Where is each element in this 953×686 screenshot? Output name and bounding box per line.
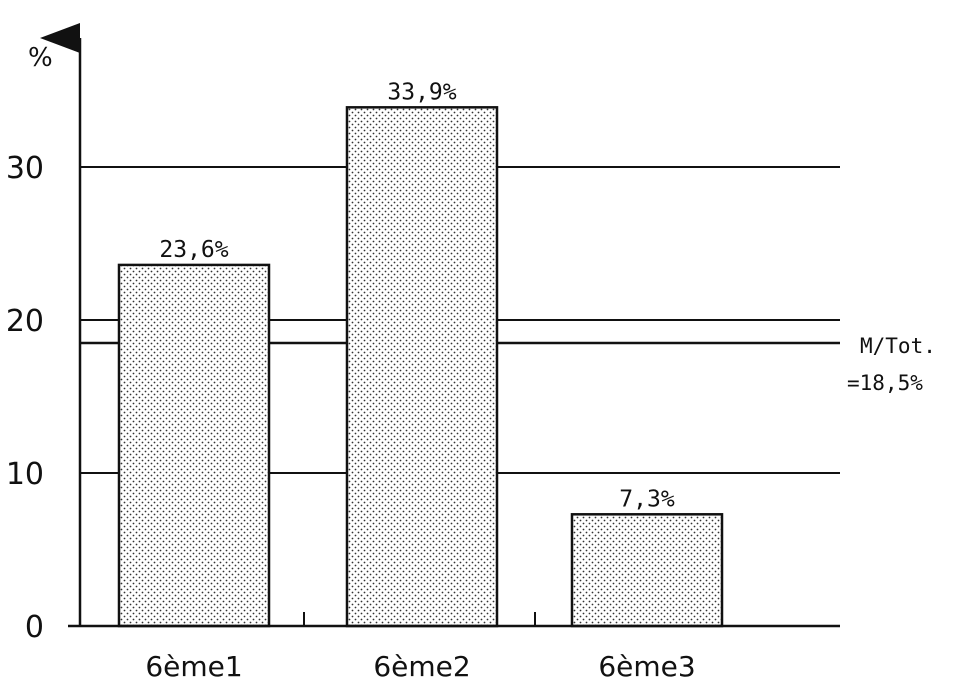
reference-line-label-1: M/Tot. bbox=[860, 334, 936, 358]
y-tick-label-30: 30 bbox=[6, 151, 44, 186]
y-tick-label-10: 10 bbox=[6, 457, 44, 492]
value-label-6eme2: 33,9% bbox=[387, 79, 456, 105]
reference-line-label-2: =18,5% bbox=[847, 371, 923, 395]
category-label-6eme2: 6ème2 bbox=[373, 650, 470, 683]
y-ticks bbox=[303, 612, 536, 626]
category-label-6eme1: 6ème1 bbox=[145, 650, 242, 683]
y-tick-label-20: 20 bbox=[6, 304, 44, 339]
bar-6eme2 bbox=[345, 106, 499, 628]
value-label-6eme3: 7,3% bbox=[619, 486, 675, 512]
bar-6eme3 bbox=[570, 513, 724, 628]
value-label-6eme1: 23,6% bbox=[159, 237, 228, 263]
labels: 23,6% 6ème1 33,9% 6ème2 7,3% 6ème3 0 10 20 30 bbox=[6, 79, 696, 683]
category-label-6eme3: 6ème3 bbox=[598, 650, 695, 683]
y-axis-unit: % bbox=[28, 43, 53, 73]
bar-6eme1 bbox=[117, 263, 271, 628]
bars bbox=[117, 106, 724, 628]
y-tick-label-0: 0 bbox=[25, 610, 44, 645]
